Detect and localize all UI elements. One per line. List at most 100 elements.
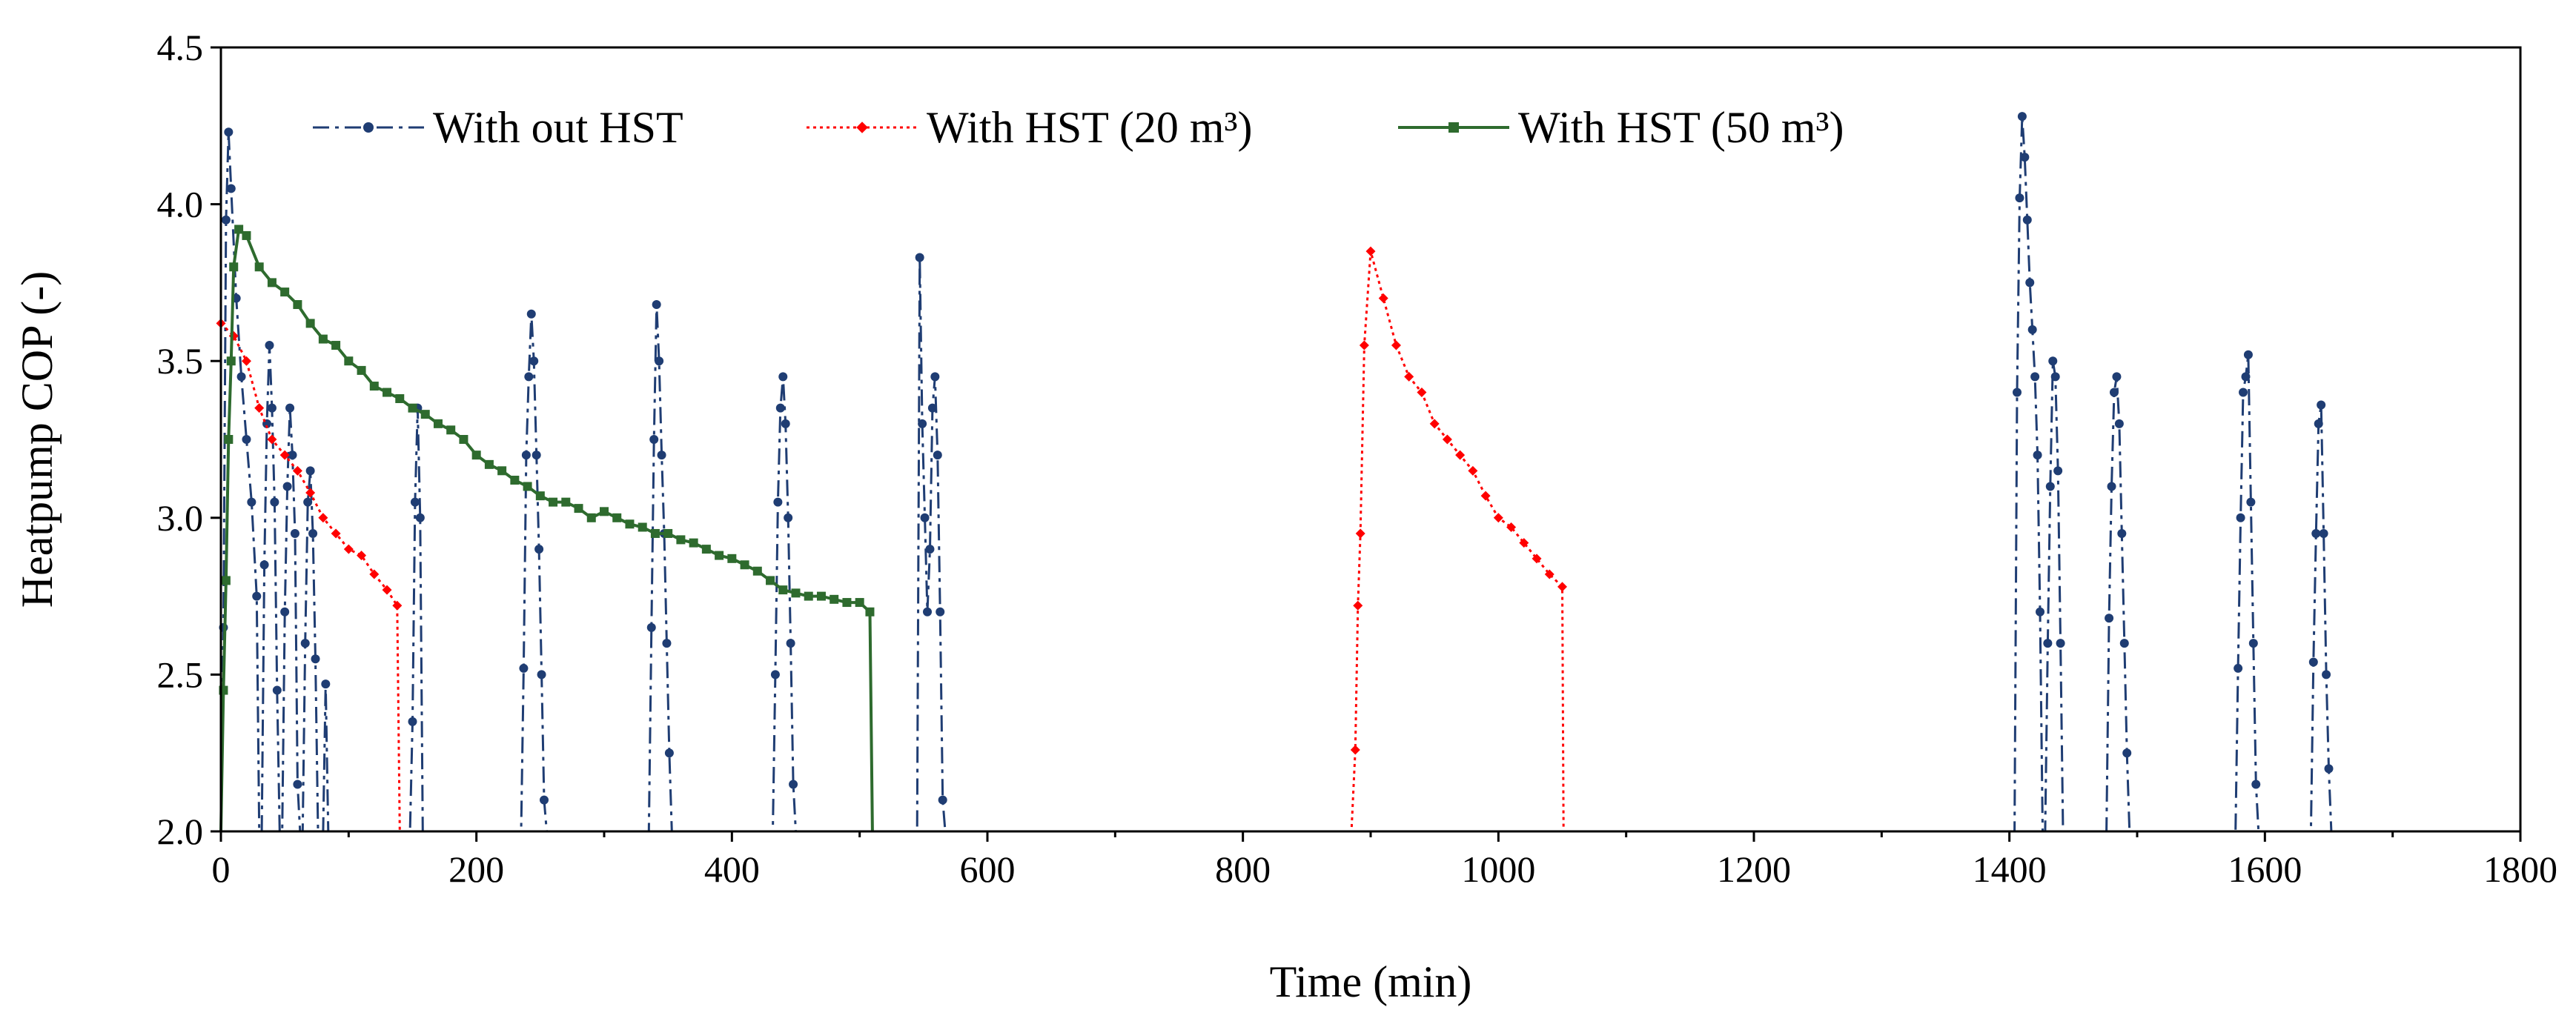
series-3-point-8 [254, 262, 264, 272]
series-1-point-6 [236, 372, 246, 382]
series-3-point-42 [689, 538, 698, 548]
series-1-point-81 [930, 372, 940, 382]
series-1-point-107 [2105, 614, 2114, 623]
series-1-point-78 [923, 607, 933, 616]
series-1-point-65 [770, 670, 780, 679]
series-1-point-67 [775, 403, 785, 413]
series-1-point-87 [2013, 388, 2022, 397]
ticks-layer: 0 200 400 600 800 1000 1200 1400 1600 1800 2.0 2.5 3… [157, 27, 2558, 890]
series-3-point-12 [305, 319, 315, 328]
series-2-point-11 [357, 551, 367, 561]
series-1-point-119 [2239, 388, 2248, 397]
series-3-point-34 [586, 513, 596, 522]
series-1-point-131 [2319, 528, 2328, 538]
series-1-point-52 [540, 795, 549, 805]
series-2-point-28 [1455, 450, 1466, 460]
series-3-point-40 [663, 528, 673, 538]
y-tick-label: 2.5 [157, 654, 204, 695]
series-1-point-22 [285, 403, 295, 413]
series-2-point-31 [1493, 513, 1503, 523]
series-1-point-79 [925, 545, 935, 554]
series-3-point-49 [778, 585, 788, 595]
series-1-point-38 [408, 717, 417, 726]
series-3-point-18 [383, 388, 392, 397]
series-1-point-20 [280, 607, 290, 616]
series-1-point-112 [2117, 528, 2127, 538]
series-1-point-108 [2107, 482, 2116, 491]
legend-marker-point-2 [1448, 122, 1459, 133]
series-1-point-102 [2050, 372, 2060, 382]
series-1-point-16 [270, 497, 279, 507]
legend-label: With HST (50 m³) [1518, 103, 1844, 152]
series-1-point-71 [786, 639, 795, 648]
series-1-point-3 [224, 127, 234, 137]
series-3-point-21 [420, 410, 430, 419]
series-1-point-122 [2246, 497, 2256, 507]
series-1-point-30 [305, 466, 315, 476]
series-3-point-20 [408, 403, 417, 413]
series-1-point-4 [226, 184, 236, 193]
series-1-point-35 [321, 679, 331, 689]
series-2-point-13 [382, 585, 392, 595]
series-3-point-39 [650, 528, 660, 538]
series-2-point-22 [1378, 293, 1388, 304]
series-3-point-47 [752, 566, 762, 576]
series-3-point-14 [331, 341, 341, 350]
legend-label: With HST (20 m³) [927, 103, 1252, 152]
y-tick-label: 2.0 [157, 811, 204, 852]
series-1-point-77 [920, 513, 930, 522]
x-tick-label: 600 [960, 848, 1016, 890]
series-1-point-31 [308, 528, 318, 538]
series-2-point-5 [279, 450, 290, 460]
series-2-point-19 [1355, 528, 1365, 539]
y-tick-label: 4.0 [157, 184, 204, 225]
series-1-point-69 [781, 419, 790, 428]
series-2-point-29 [1468, 465, 1478, 476]
series-1-point-75 [915, 253, 924, 262]
series-2-point-18 [1353, 600, 1363, 611]
series-1-point-93 [2027, 325, 2037, 334]
series-1-point-57 [652, 300, 661, 310]
series-1-point-46 [524, 372, 534, 382]
series-1-point-111 [2114, 419, 2124, 428]
series-3-point-51 [804, 591, 813, 601]
series-1-point-99 [2043, 639, 2053, 648]
series-3-point-28 [510, 476, 520, 485]
series-1-point-127 [2308, 657, 2318, 667]
series-3-point-15 [344, 356, 354, 366]
series-2-point-34 [1532, 554, 1542, 564]
series-1-point-21 [282, 482, 292, 491]
x-tick-label: 1200 [1717, 848, 1791, 890]
series-2-point-2 [241, 356, 251, 366]
series-1-point-80 [927, 403, 937, 413]
series-3-point-13 [318, 334, 328, 344]
series-1-point-113 [2119, 639, 2129, 648]
series-1-point-62 [664, 748, 674, 758]
series-3-point-4 [226, 356, 236, 366]
legend-item-3: With HST (50 m³) [1398, 103, 1844, 152]
series-1-point-121 [2243, 350, 2253, 359]
series-1-point-9 [252, 591, 262, 601]
series-3-point-52 [816, 591, 826, 601]
series-1-point-50 [534, 545, 544, 554]
series-1-point-61 [662, 639, 672, 648]
series-1-point-32 [311, 654, 320, 664]
series-3-point-19 [395, 393, 405, 403]
series-3-point-27 [497, 466, 507, 476]
series-3-point-37 [625, 519, 635, 529]
series-1-point-103 [2053, 466, 2063, 476]
series-3-point-3 [224, 435, 234, 444]
series-2-point-35 [1544, 569, 1554, 579]
series-3-point-24 [459, 435, 468, 444]
series-1-point-66 [773, 497, 783, 507]
series-1-point-48 [529, 356, 539, 366]
series-1-point-15 [267, 403, 277, 413]
series-2-point-10 [343, 544, 354, 554]
series-2-point-24 [1404, 371, 1414, 382]
legend-marker-point-1 [856, 122, 868, 133]
series-3-point-7 [242, 230, 251, 240]
x-tick-label: 800 [1215, 848, 1271, 890]
series-1-point-89 [2017, 112, 2027, 122]
series-2-point-23 [1391, 340, 1401, 350]
